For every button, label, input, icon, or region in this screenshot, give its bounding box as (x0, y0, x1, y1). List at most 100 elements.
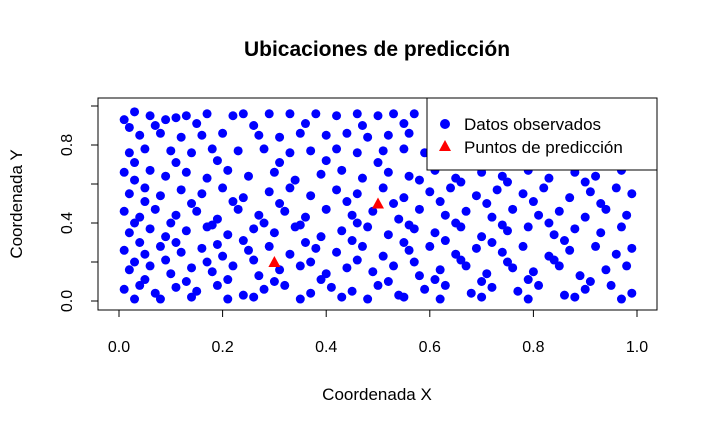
observed-data-point (140, 249, 150, 259)
y-tick-label: 0.8 (59, 134, 76, 156)
observed-data-point (378, 183, 388, 193)
observed-data-point (559, 236, 569, 246)
observed-data-point (611, 249, 621, 259)
y-tick-label: 0.4 (59, 212, 76, 234)
observed-data-point (166, 146, 176, 156)
observed-data-point (321, 156, 331, 166)
observed-data-point (269, 228, 279, 238)
observed-data-point (430, 228, 440, 238)
observed-data-point (119, 115, 129, 125)
observed-data-point (399, 193, 409, 203)
observed-data-point (404, 245, 414, 255)
observed-data-point (420, 284, 430, 294)
observed-data-point (523, 275, 533, 285)
observed-data-point (290, 175, 300, 185)
observed-data-point (451, 218, 461, 228)
legend-marker-prediction (439, 140, 451, 151)
observed-data-point (440, 236, 450, 246)
observed-data-point (130, 158, 140, 168)
observed-data-point (171, 282, 181, 292)
observed-data-point (404, 171, 414, 181)
observed-data-point (218, 251, 228, 261)
observed-data-point (389, 261, 399, 271)
observed-data-point (570, 224, 580, 234)
observed-data-point (352, 148, 362, 158)
observed-data-point (477, 232, 487, 242)
observed-data-point (596, 199, 606, 208)
observed-data-point (192, 119, 202, 129)
observed-data-point (311, 243, 321, 253)
legend: Datos observados Puntos de predicción (426, 97, 658, 171)
observed-data-point (368, 267, 378, 277)
observed-data-point (461, 261, 471, 271)
observed-data-point (264, 109, 274, 119)
observed-data-point (601, 265, 611, 275)
observed-data-point (332, 111, 342, 121)
observed-data-point (383, 130, 393, 140)
observed-data-point (606, 280, 616, 290)
observed-data-point (228, 197, 238, 207)
observed-data-point (197, 243, 207, 253)
observed-data-point (559, 290, 569, 300)
observed-data-point (181, 111, 191, 121)
observed-data-point (150, 204, 160, 214)
observed-data-point (192, 286, 202, 296)
observed-data-point (181, 167, 191, 177)
observed-data-point (311, 109, 321, 119)
observed-data-point (140, 197, 150, 207)
observed-data-point (119, 284, 129, 294)
observed-data-point (539, 183, 549, 193)
observed-data-point (565, 245, 575, 255)
observed-data-point (171, 210, 181, 220)
observed-data-point (155, 191, 165, 201)
observed-data-point (124, 228, 134, 238)
observed-data-point (223, 294, 233, 304)
observed-data-point (140, 144, 150, 154)
observed-data-point (140, 275, 150, 285)
observed-data-point (275, 265, 285, 275)
observed-data-point (497, 247, 507, 257)
observed-data-point (223, 230, 233, 240)
observed-data-point (518, 241, 528, 251)
observed-data-point (306, 288, 316, 298)
observed-data-point (233, 204, 243, 214)
observed-data-point (238, 109, 248, 119)
observed-data-point (285, 183, 295, 193)
observed-data-point (285, 109, 295, 119)
observed-data-point (130, 218, 140, 228)
observed-data-point (503, 226, 512, 236)
observed-data-point (171, 113, 181, 123)
observed-data-point (414, 175, 424, 185)
observed-data-point (461, 206, 471, 216)
observed-data-point (544, 173, 554, 183)
observed-data-point (202, 257, 212, 267)
observed-data-point (580, 177, 590, 187)
observed-data-point (342, 128, 352, 138)
observed-data-point (145, 224, 155, 234)
observed-data-point (254, 130, 264, 140)
observed-data-point (435, 197, 445, 207)
chart-title: Ubicaciones de predicción (244, 38, 510, 61)
observed-data-point (544, 218, 554, 228)
observed-data-point (337, 226, 347, 236)
observed-data-point (124, 189, 134, 199)
observed-data-point (352, 189, 362, 199)
x-tick-label: 1.0 (626, 339, 648, 356)
observed-data-point (285, 249, 295, 259)
observed-data-point (218, 183, 228, 193)
legend-label-prediction: Puntos de predicción (464, 138, 623, 157)
observed-data-point (275, 132, 285, 142)
legend-box (426, 97, 658, 171)
observed-data-point (482, 199, 492, 208)
observed-data-point (357, 173, 367, 183)
observed-data-point (554, 206, 564, 216)
observed-data-point (316, 232, 326, 242)
observed-data-point (176, 132, 186, 142)
observed-data-point (269, 277, 279, 286)
observed-data-point (534, 280, 544, 290)
observed-data-point (378, 251, 388, 261)
observed-data-point (140, 183, 150, 193)
observed-data-point (487, 238, 497, 247)
observed-data-point (321, 204, 331, 214)
prediction-point (372, 197, 384, 209)
